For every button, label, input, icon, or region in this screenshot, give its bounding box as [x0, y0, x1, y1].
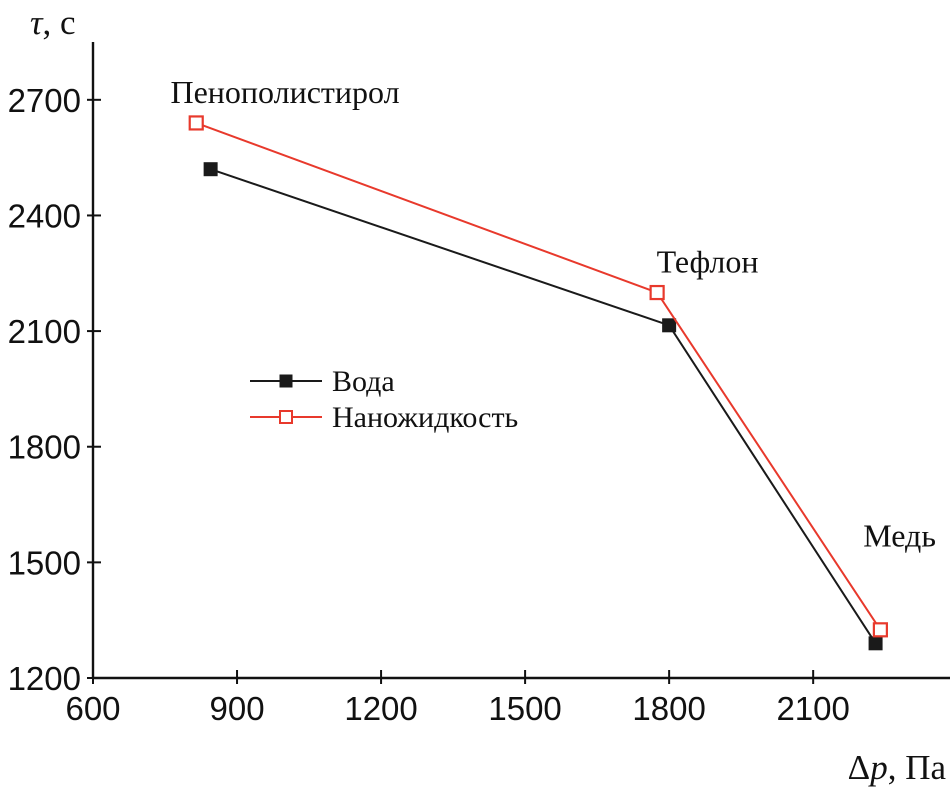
legend-filled-square-marker [279, 374, 293, 388]
x-tick-label: 1800 [632, 690, 705, 727]
y-tick-label: 1800 [8, 429, 81, 466]
legend-label: Вода [332, 365, 395, 398]
y-tick-label: 2700 [8, 82, 81, 119]
annotation-label: Медь [863, 517, 936, 553]
legend-label: Наножидкость [332, 401, 518, 434]
x-tick-label: 1500 [488, 690, 561, 727]
y-axis-title: τ, с [30, 3, 76, 42]
filled-square-marker [203, 162, 218, 177]
annotation-label: Тефлон [657, 244, 759, 280]
open-square-marker [188, 115, 204, 131]
open-square-marker [872, 622, 888, 638]
y-tick-label: 1500 [8, 544, 81, 581]
filled-square-marker [662, 318, 677, 333]
x-tick-label: 600 [65, 690, 120, 727]
y-tick-label: 2100 [8, 313, 81, 350]
y-tick-label: 2400 [8, 197, 81, 234]
open-square-marker [649, 284, 665, 301]
x-tick-label: 1200 [344, 690, 417, 727]
series-line-0 [210, 168, 877, 644]
filled-square-marker [868, 636, 883, 651]
x-tick-label: 900 [210, 690, 265, 727]
legend-open-square-marker [279, 410, 293, 424]
x-axis-title: Δp, Па [848, 748, 947, 787]
x-tick-label: 2100 [776, 690, 849, 727]
annotation-label: Пенополистирол [170, 74, 399, 110]
y-tick-label: 1200 [8, 660, 81, 697]
